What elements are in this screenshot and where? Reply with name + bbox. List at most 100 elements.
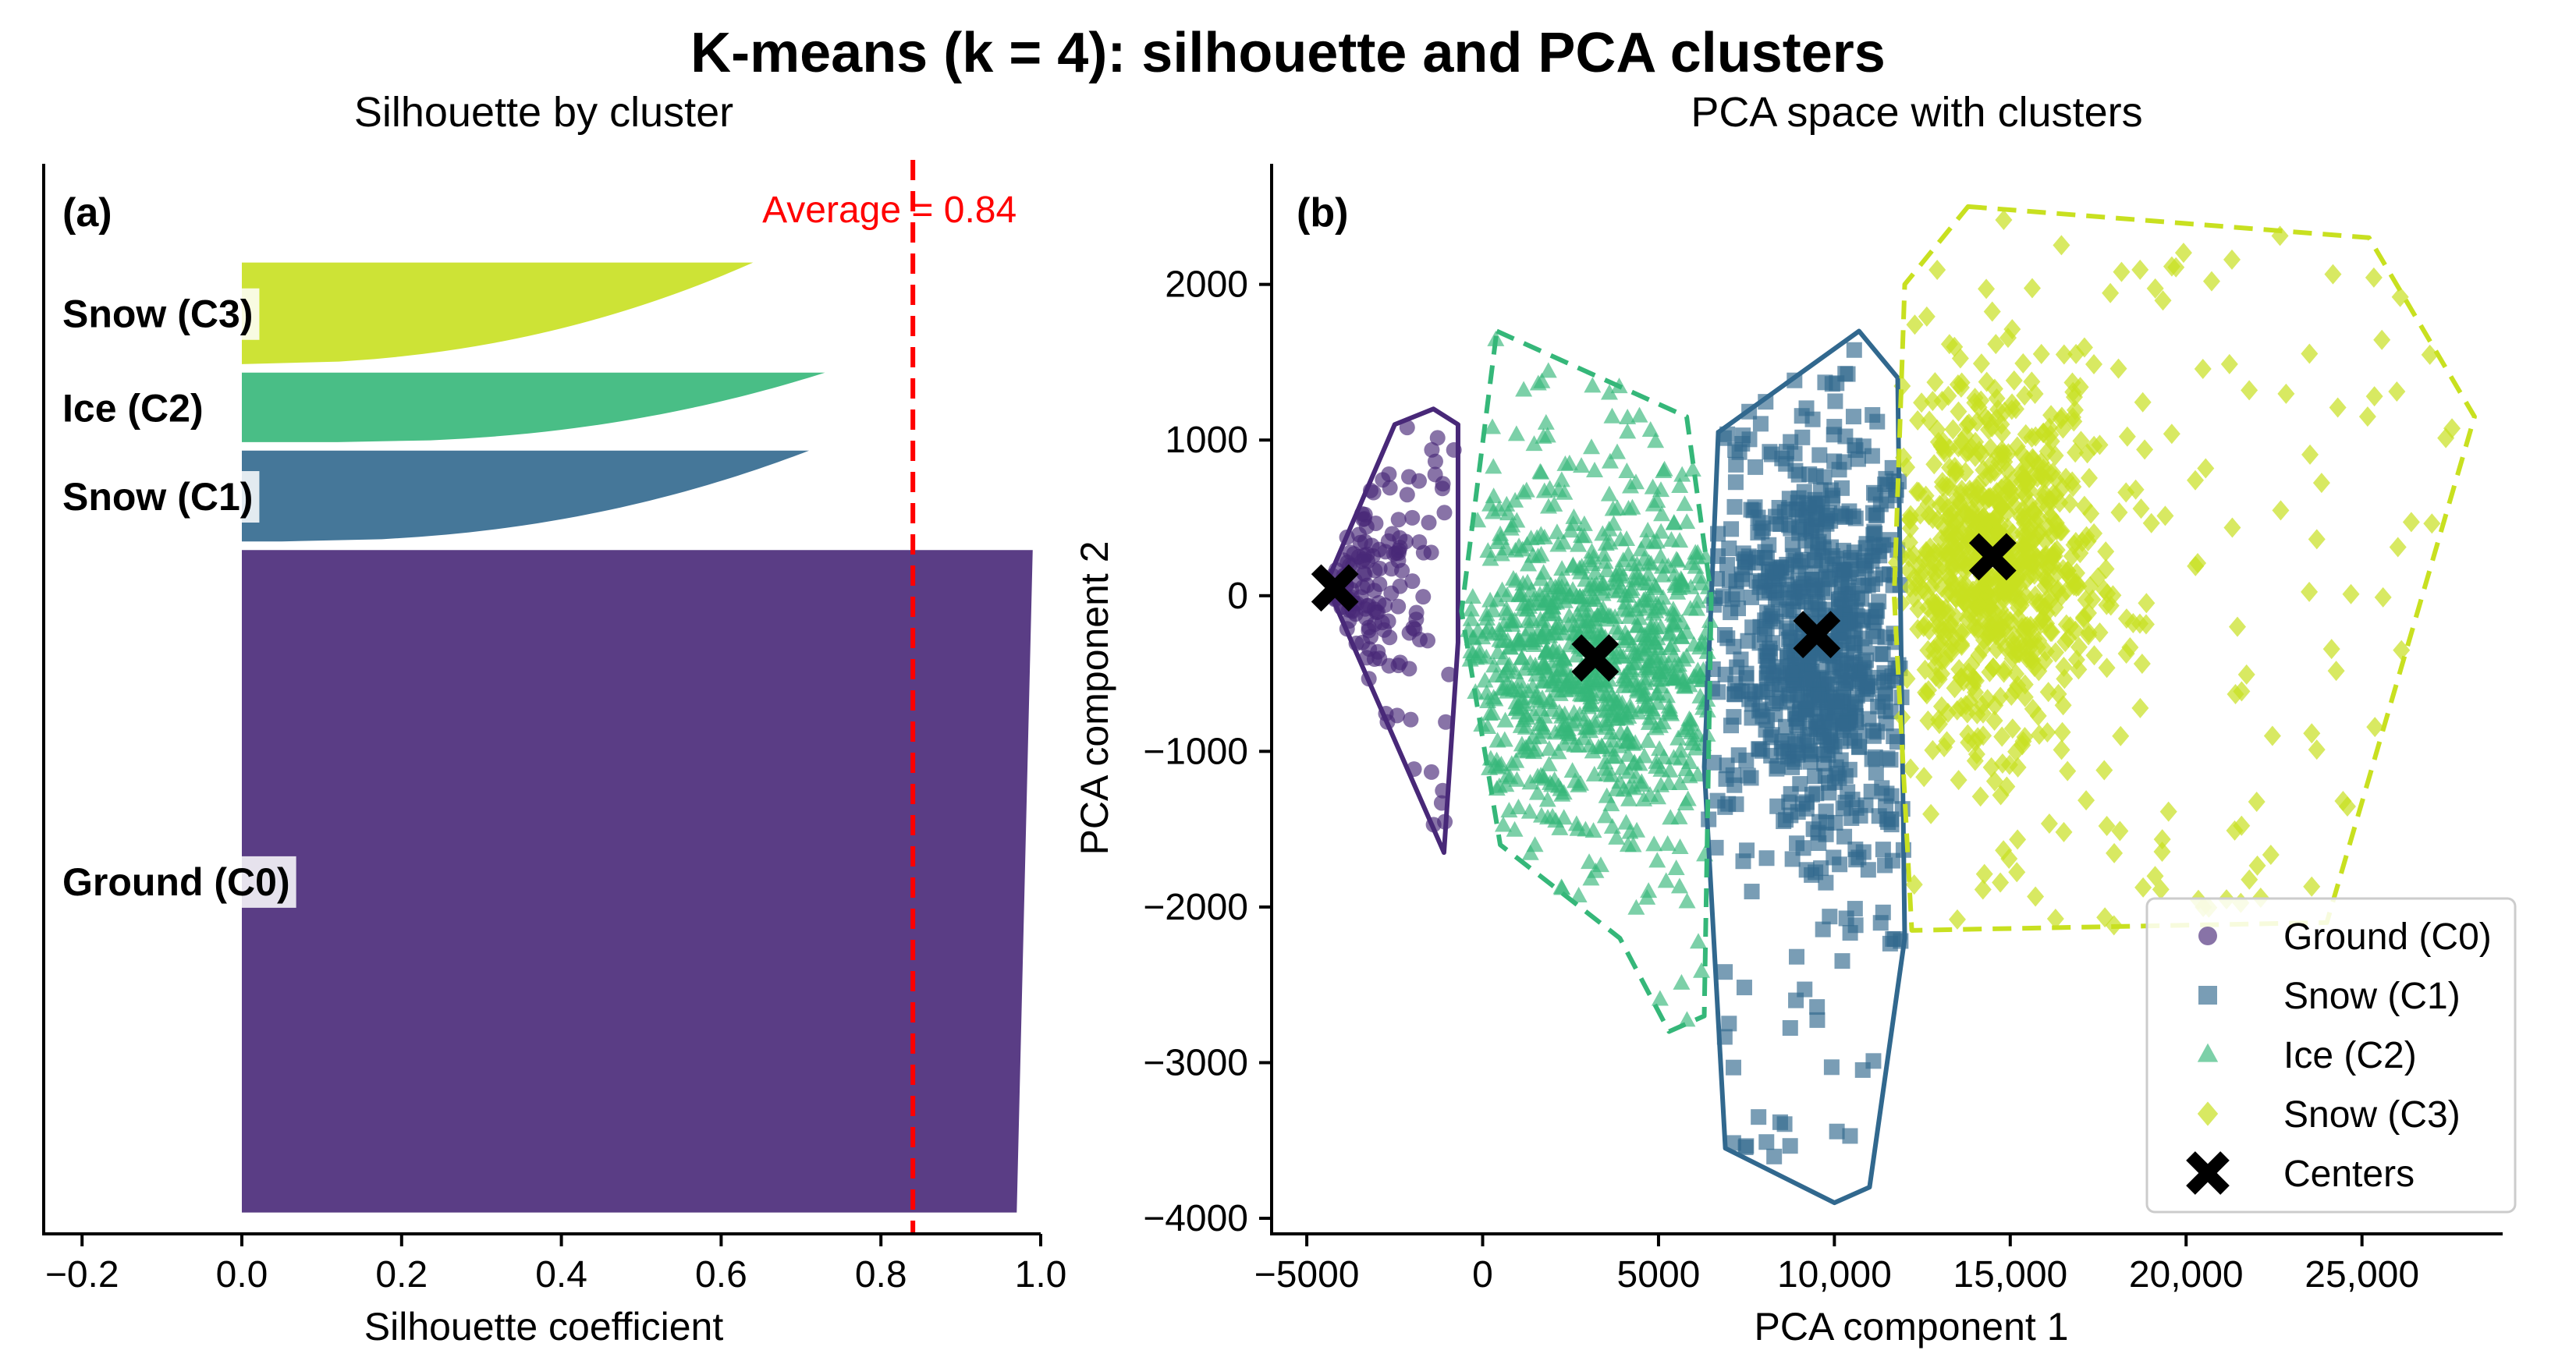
data-point [2301,581,2319,602]
data-point [1827,393,1843,409]
data-point [2020,480,2038,501]
data-point [1390,552,1407,569]
data-point [2329,397,2347,418]
data-point [1671,774,1689,790]
data-point [2117,643,2135,664]
data-point [1906,314,1924,335]
data-point [1915,767,1933,788]
data-point [1531,586,1549,602]
data-point [1797,981,1813,998]
data-point [1815,921,1831,937]
data-point [1399,487,1415,503]
data-point [1673,466,1691,482]
data-point [1717,666,1733,682]
data-point [1760,658,1776,675]
data-point [1978,278,1996,299]
data-point [1648,533,1666,549]
data-point [1815,580,1831,597]
data-point [2099,583,2117,604]
data-point [1481,550,1499,566]
data-point [1647,579,1665,595]
data-point [1769,798,1786,814]
data-point [1551,661,1569,677]
data-point [1620,499,1637,516]
data-point [1574,596,1591,612]
data-point [2003,631,2021,652]
data-point [1568,677,1586,693]
data-point [1846,342,1862,358]
data-point [1615,781,1633,797]
data-point [1804,786,1820,803]
data-point [1922,576,1940,597]
data-point [1758,850,1775,867]
pca-title: PCA space with clusters [1691,89,2142,136]
y-ticks: −4000 −3000 −2000 −1000 0 1000 2000 [1143,264,1272,1239]
data-point [2067,343,2085,364]
data-point [1771,499,1787,516]
data-point [1783,785,1799,802]
data-point [1768,562,1784,579]
data-point [1677,647,1695,664]
data-point [2443,418,2461,439]
data-point [1932,663,1950,684]
data-point [2388,381,2406,402]
data-point [1567,815,1585,831]
data-point [2036,576,2054,597]
data-point [1507,425,1525,441]
data-point [2373,329,2391,350]
data-point [1875,647,1891,663]
data-point [1584,377,1602,393]
data-point [2154,290,2172,311]
data-point [1868,764,1884,781]
data-point [1600,384,1618,400]
data-point [1627,473,1645,490]
data-point [1546,625,1564,641]
data-point [2043,622,2061,643]
data-point [1600,485,1618,502]
data-point [1728,573,1744,590]
data-point [2131,259,2149,280]
data-point [1598,787,1616,803]
data-point [1609,443,1627,459]
data-point [1782,1020,1798,1037]
data-point [1616,594,1634,610]
data-point [1989,583,2007,604]
data-point [1503,679,1520,695]
data-point [2113,261,2131,282]
data-point [2072,431,2090,452]
data-point [1747,459,1764,475]
data-point [2263,725,2281,746]
data-point [1627,767,1645,784]
legend-frame [2145,897,2517,1214]
data-point [1730,747,1747,764]
data-point [1484,418,1502,434]
data-point [1784,536,1801,552]
data-point [1546,578,1564,594]
legend-label: Ice (C2) [2283,1035,2417,1076]
x-tick-label: 1.0 [1015,1254,1067,1295]
data-point [2308,739,2326,760]
data-point [1966,388,1984,409]
data-point [2324,264,2342,285]
data-point [1840,672,1857,689]
data-point [1765,696,1781,712]
data-point [1510,799,1528,815]
data-point [2031,593,2049,614]
data-point [1860,862,1876,878]
data-point [1730,601,1747,617]
y-axis-label: PCA component 2 [1073,541,1116,855]
data-point [1967,670,1985,691]
data-point [1592,625,1610,641]
data-point [1739,842,1755,859]
data-point [1654,599,1672,615]
x-tick-label: 0.4 [535,1254,587,1295]
data-point [1823,539,1840,555]
data-point [2055,656,2073,677]
data-point [1952,484,1970,505]
data-point [2026,383,2044,404]
data-point [1523,581,1541,597]
data-point [1403,711,1419,728]
data-point [1940,545,1958,566]
data-point [1575,515,1593,531]
